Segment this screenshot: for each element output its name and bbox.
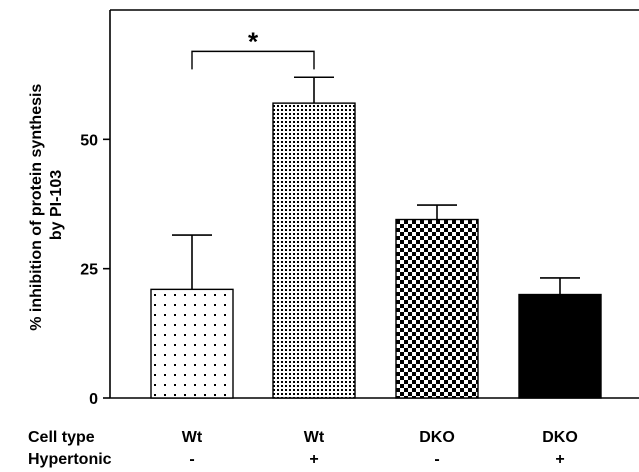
bar: [518, 293, 602, 399]
category-hypertonic-label: -: [434, 451, 439, 468]
y-axis-title-line-2: by PI-103: [48, 170, 65, 240]
category-hypertonic-label: -: [189, 451, 194, 468]
category-hypertonic-label: +: [555, 451, 564, 468]
row-label-hypertonic: Hypertonic: [28, 451, 112, 468]
category-cell-type-label: Wt: [182, 429, 203, 446]
category-cell-type-label: DKO: [542, 429, 578, 446]
category-cell-type-label: DKO: [419, 429, 455, 446]
y-ticks: 0 25 50: [80, 132, 110, 408]
y-tick-label: 25: [80, 262, 98, 279]
bar: [395, 218, 479, 399]
significance-annotation: *: [191, 26, 315, 70]
y-axis-title-line-1: % inhibition of protein synthesis: [28, 84, 45, 331]
category-hypertonic-label: +: [309, 451, 318, 468]
category-cell-type-label: Wt: [304, 429, 325, 446]
category-labels: Wt - Wt + DKO - DKO +: [182, 429, 578, 468]
y-axis-title: % inhibition of protein synthesis by PI-…: [28, 79, 65, 331]
bars: [150, 76, 602, 399]
row-label-cell-type: Cell type: [28, 429, 95, 446]
y-tick-label: 50: [80, 132, 98, 149]
significance-bracket: [191, 50, 315, 70]
bar: [150, 288, 234, 399]
significance-asterisk: *: [248, 26, 259, 56]
y-tick-label: 0: [89, 391, 98, 408]
bar: [272, 102, 356, 399]
